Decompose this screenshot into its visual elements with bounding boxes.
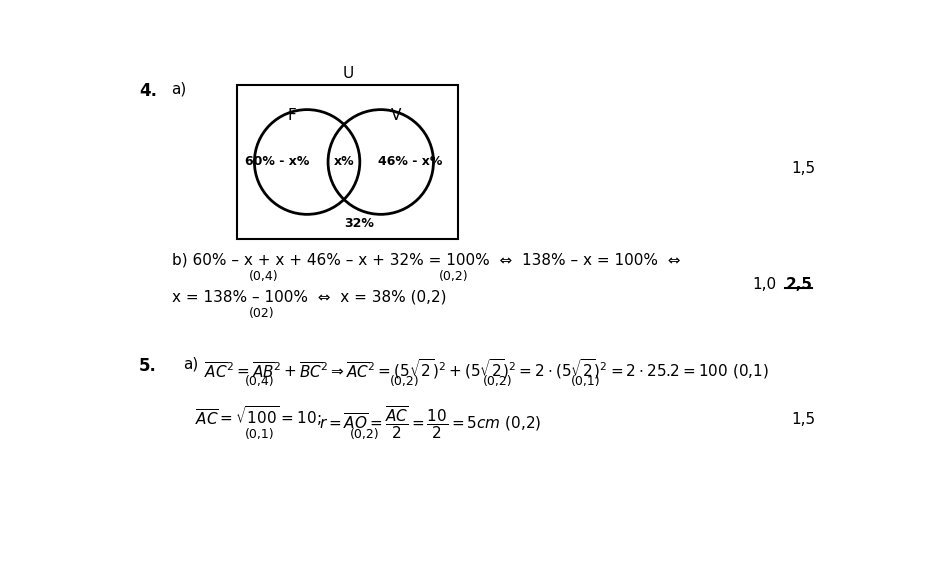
Text: F: F bbox=[287, 108, 296, 123]
Text: (0,4): (0,4) bbox=[245, 375, 275, 388]
Text: (0,4): (0,4) bbox=[249, 270, 279, 283]
Text: (0,2): (0,2) bbox=[350, 428, 379, 441]
Text: 1,5: 1,5 bbox=[792, 160, 816, 176]
Text: 60% - x%: 60% - x% bbox=[246, 155, 310, 168]
Text: (02): (02) bbox=[249, 307, 275, 320]
FancyBboxPatch shape bbox=[237, 85, 459, 239]
Text: 4.: 4. bbox=[139, 82, 157, 100]
Text: 46% - x%: 46% - x% bbox=[378, 155, 443, 168]
Text: (0,2): (0,2) bbox=[439, 270, 468, 283]
Text: a): a) bbox=[172, 82, 187, 97]
Text: (0,2): (0,2) bbox=[483, 375, 513, 388]
Text: 32%: 32% bbox=[344, 217, 374, 230]
Text: (0,1): (0,1) bbox=[245, 428, 275, 441]
Text: 2,5: 2,5 bbox=[785, 277, 812, 293]
Text: (0,2): (0,2) bbox=[390, 375, 419, 388]
Text: 1,5: 1,5 bbox=[792, 412, 816, 427]
Text: b) 60% – x + x + 46% – x + 32% = 100%  ⇔  138% – x = 100%  ⇔: b) 60% – x + x + 46% – x + 32% = 100% ⇔ … bbox=[172, 253, 680, 268]
Text: 5.: 5. bbox=[139, 357, 157, 375]
Text: $\overline{AC} = \sqrt{100} = 10;$: $\overline{AC} = \sqrt{100} = 10;$ bbox=[195, 404, 321, 429]
Text: a): a) bbox=[183, 357, 198, 372]
Text: 1,0: 1,0 bbox=[753, 277, 777, 293]
Text: $r = \overline{AO} = \dfrac{\overline{AC}}{2} = \dfrac{10}{2} = 5cm$ (0,2): $r = \overline{AO} = \dfrac{\overline{AC… bbox=[319, 404, 541, 441]
Text: V: V bbox=[391, 108, 401, 123]
Text: x = 138% – 100%  ⇔  x = 38% (0,2): x = 138% – 100% ⇔ x = 38% (0,2) bbox=[172, 290, 446, 305]
Text: x%: x% bbox=[334, 155, 355, 168]
Text: (0,1): (0,1) bbox=[570, 375, 600, 388]
Text: $\overline{AC}^2 = \overline{AB}^2 + \overline{BC}^2 \Rightarrow \overline{AC}^2: $\overline{AC}^2 = \overline{AB}^2 + \ov… bbox=[204, 357, 769, 380]
Text: U: U bbox=[342, 66, 354, 81]
